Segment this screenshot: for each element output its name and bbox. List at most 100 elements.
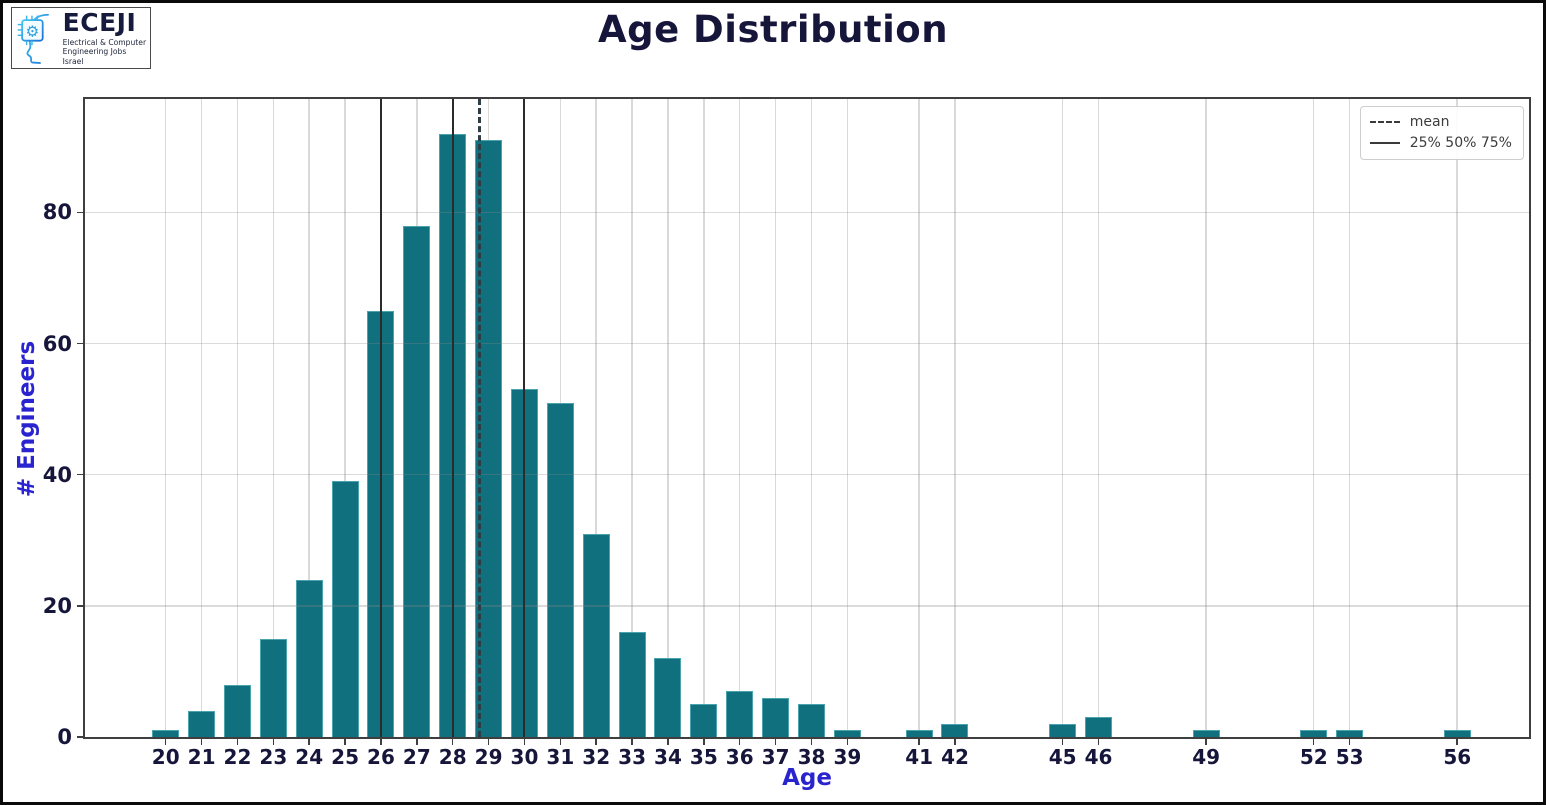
bar-age-49: [1192, 730, 1220, 737]
y-axis-label: # Engineers: [14, 340, 40, 498]
gridline-horizontal: [85, 473, 1529, 476]
bar-age-20: [152, 730, 180, 737]
x-tick-mark: [236, 739, 239, 745]
bar-age-33: [618, 632, 646, 737]
logo-subtitle: Electrical & Computer Engineering Jobs I…: [63, 38, 147, 66]
x-axis-label: Age: [782, 765, 832, 791]
x-tick-label-23: 23: [259, 745, 288, 769]
x-tick-label-45: 45: [1048, 745, 1077, 769]
x-tick-label-41: 41: [905, 745, 934, 769]
bar-age-39: [833, 730, 861, 737]
x-tick-label-29: 29: [474, 745, 503, 769]
x-tick-label-49: 49: [1192, 745, 1221, 769]
x-tick-mark: [380, 739, 382, 745]
x-tick-mark: [487, 739, 490, 745]
x-tick-label-25: 25: [331, 745, 360, 769]
x-tick-mark: [416, 739, 418, 745]
bar-age-21: [188, 710, 216, 737]
x-tick-mark: [774, 739, 777, 745]
logo-text: ECEJI Electrical & Computer Engineering …: [63, 10, 147, 66]
bar-age-34: [654, 658, 682, 737]
x-tick-label-20: 20: [151, 745, 180, 769]
x-tick-mark: [846, 739, 849, 745]
quartile-line: [379, 99, 382, 737]
x-tick-label-39: 39: [833, 745, 862, 769]
y-tick-mark: [77, 605, 83, 607]
gridline-vertical: [1312, 99, 1315, 737]
bar-age-35: [690, 704, 718, 737]
gridline-vertical: [236, 99, 239, 737]
bar-age-56: [1443, 730, 1471, 737]
legend-label-mean: mean: [1409, 114, 1450, 130]
quartile-solid-line-icon: [1369, 142, 1400, 144]
gridline-vertical: [272, 99, 275, 737]
logo-subtitle-line2: Engineering Jobs Israel: [62, 47, 127, 66]
x-tick-mark: [164, 739, 167, 745]
x-tick-mark: [1097, 739, 1100, 745]
logo-title: ECEJI: [62, 7, 137, 37]
x-tick-label-56: 56: [1443, 745, 1472, 769]
bar-age-45: [1049, 723, 1077, 737]
x-tick-mark: [1456, 739, 1458, 745]
mean-line: [477, 99, 481, 737]
bar-age-52: [1300, 730, 1328, 737]
gridline-vertical: [703, 99, 705, 737]
bar-age-38: [797, 704, 825, 737]
bar-age-42: [941, 723, 969, 737]
bar-age-31: [546, 402, 574, 737]
bar-age-25: [331, 481, 359, 737]
legend-item-quartiles: 25% 50% 75%: [1369, 135, 1512, 151]
gridline-vertical: [1205, 99, 1207, 737]
y-tick-mark: [77, 342, 83, 345]
x-tick-mark: [1348, 739, 1351, 745]
bar-age-37: [762, 697, 790, 737]
gridline-vertical: [954, 99, 956, 737]
x-tick-mark: [703, 739, 705, 745]
gridline-vertical: [1456, 99, 1458, 737]
y-tick-label-20: 20: [42, 593, 72, 618]
x-tick-label-42: 42: [941, 745, 969, 769]
x-tick-label-24: 24: [295, 745, 324, 769]
bar-age-41: [905, 730, 933, 737]
bar-age-46: [1084, 717, 1112, 737]
x-tick-label-32: 32: [582, 745, 611, 769]
bar-age-24: [295, 579, 323, 737]
gridline-vertical: [1061, 99, 1064, 737]
legend-item-mean: mean: [1369, 114, 1512, 130]
gridline-vertical: [308, 99, 310, 737]
x-tick-mark: [559, 739, 562, 745]
gridline-vertical: [738, 99, 741, 737]
x-tick-mark: [918, 739, 920, 745]
y-tick-label-80: 80: [42, 200, 72, 225]
x-tick-mark: [631, 739, 633, 745]
gridline-horizontal: [85, 605, 1529, 607]
x-tick-mark: [810, 739, 813, 745]
x-tick-mark: [1061, 739, 1064, 745]
x-tick-label-31: 31: [546, 745, 575, 769]
bar-age-23: [259, 638, 287, 737]
x-tick-label-26: 26: [367, 745, 395, 769]
x-tick-mark: [272, 739, 275, 745]
x-tick-label-34: 34: [654, 745, 682, 769]
gridline-vertical: [631, 99, 633, 737]
gridline-horizontal: [85, 211, 1529, 214]
bar-age-53: [1336, 730, 1364, 737]
y-tick-mark: [77, 211, 83, 214]
gridline-horizontal: [85, 342, 1529, 345]
x-tick-label-28: 28: [438, 745, 467, 769]
x-tick-label-27: 27: [402, 745, 431, 769]
x-tick-mark: [595, 739, 597, 745]
x-tick-label-35: 35: [689, 745, 718, 769]
gridline-vertical: [846, 99, 849, 737]
head-chip-gear-icon: ⚙: [17, 13, 49, 64]
gridline-vertical: [200, 99, 203, 737]
y-tick-label-0: 0: [57, 725, 72, 749]
quartile-line: [523, 99, 526, 737]
eceji-logo: ⚙ ECEJI Electrical & Computer Engineerin…: [11, 7, 151, 69]
x-tick-label-53: 53: [1335, 745, 1364, 769]
plot-area: mean 25% 50% 75% 20 21 22 23 24 25 26 27 28 29 30 3…: [43, 97, 1531, 769]
x-tick-mark: [1205, 739, 1207, 745]
bar-age-22: [223, 684, 251, 737]
bar-age-36: [726, 691, 754, 737]
